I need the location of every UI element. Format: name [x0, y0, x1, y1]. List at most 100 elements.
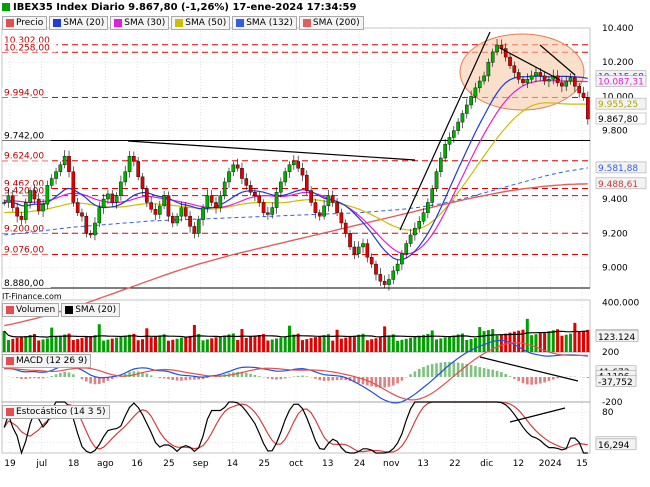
volume-bar: [409, 338, 412, 352]
volume-bar: [374, 338, 377, 352]
volume-bar: [578, 332, 581, 352]
macd-histogram-bar: [89, 377, 92, 384]
candle-body: [418, 221, 421, 228]
macd-histogram-bar: [362, 377, 365, 384]
volume-bar: [465, 340, 468, 352]
macd-histogram-bar: [323, 377, 326, 381]
volume-bar: [63, 335, 66, 352]
legend-swatch: [175, 19, 183, 27]
volume-legend: Volumen SMA (20): [2, 303, 120, 317]
level-label: 9.420,00: [4, 187, 44, 197]
volume-bar: [396, 341, 399, 352]
candle-body: [495, 45, 498, 52]
volume-bar: [180, 338, 183, 352]
legend-item[interactable]: SMA (200): [299, 16, 364, 30]
candle-body: [3, 202, 6, 203]
macd-histogram-bar: [522, 377, 525, 383]
value-label: 9.955,25: [598, 100, 638, 110]
volume-bar: [474, 338, 477, 352]
volume-bar: [305, 339, 308, 352]
candle-body: [335, 202, 338, 212]
macd-histogram-bar: [392, 377, 395, 386]
x-tick-label: 12: [513, 459, 524, 469]
volume-bar: [236, 340, 239, 352]
macd-legend: MACD (12 26 9): [2, 354, 91, 368]
candle-body: [534, 72, 537, 75]
legend-label: MACD (12 26 9): [16, 356, 87, 366]
legend-swatch: [65, 306, 73, 314]
volume-bar: [210, 338, 213, 352]
volume-bar: [171, 340, 174, 352]
stoch-y-tick: 80: [602, 408, 614, 418]
candle-body: [508, 57, 511, 66]
level-label: 8.880,00: [4, 279, 44, 289]
legend-item[interactable]: SMA (20): [61, 303, 120, 317]
macd-histogram-bar: [159, 377, 162, 378]
legend-item[interactable]: Volumen: [2, 303, 59, 317]
macd-histogram-bar: [293, 376, 296, 377]
volume-y-tick: 400.000: [602, 298, 639, 308]
legend-label: Volumen: [16, 305, 55, 315]
x-tick-label: sep: [193, 459, 209, 469]
macd-histogram-bar: [68, 372, 71, 377]
candle-body: [20, 216, 23, 219]
macd-histogram-bar: [249, 374, 252, 377]
candle-body: [236, 165, 239, 168]
legend-item[interactable]: SMA (20): [49, 16, 108, 30]
candle-body: [98, 208, 101, 223]
macd-histogram-bar: [457, 363, 460, 377]
macd-histogram-bar: [535, 377, 538, 384]
candle-body: [132, 156, 135, 161]
candle-body: [392, 271, 395, 280]
volume-bar: [552, 330, 555, 352]
app-icon: [2, 3, 10, 11]
volume-bar: [418, 336, 421, 352]
volume-bar: [387, 335, 390, 352]
volume-bar: [3, 331, 6, 352]
macd-histogram-bar: [318, 377, 321, 380]
volume-bar: [288, 326, 291, 352]
macd-y-tick: -200: [602, 398, 623, 408]
candle-body: [578, 86, 581, 93]
legend-item[interactable]: Estocástico (14 3 5): [2, 405, 110, 419]
volume-bar: [167, 341, 170, 352]
volume-bar: [349, 337, 352, 352]
volume-bar: [292, 335, 295, 352]
volume-bar: [435, 339, 438, 352]
macd-histogram-bar: [513, 377, 516, 379]
legend-item[interactable]: Precio: [2, 16, 47, 30]
legend-item[interactable]: SMA (30): [110, 16, 169, 30]
volume-bar: [7, 340, 10, 352]
macd-histogram-bar: [543, 377, 546, 383]
y-tick-label: 9.200: [602, 229, 628, 239]
macd-histogram-bar: [236, 372, 239, 377]
candle-body: [513, 66, 516, 73]
x-tick-label: 25: [163, 459, 174, 469]
candle-body: [379, 274, 382, 281]
volume-bar: [344, 338, 347, 352]
macd-histogram-bar: [167, 377, 170, 379]
macd-histogram-bar: [409, 374, 412, 377]
macd-histogram-bar: [396, 377, 399, 383]
volume-bar: [565, 335, 568, 352]
volume-bar: [163, 334, 166, 352]
macd-histogram-bar: [254, 375, 257, 377]
volume-bar: [154, 336, 157, 352]
candle-body: [573, 78, 576, 87]
legend-item[interactable]: SMA (50): [171, 16, 230, 30]
volume-bar: [55, 337, 58, 352]
level-label: 9.742,00: [4, 132, 44, 142]
legend-swatch: [6, 408, 14, 416]
legend-label: SMA (20): [63, 18, 104, 28]
legend-item[interactable]: MACD (12 26 9): [2, 354, 91, 368]
macd-histogram-bar: [383, 377, 386, 388]
macd-histogram-bar: [37, 377, 40, 379]
volume-bar: [452, 335, 455, 352]
legend-item[interactable]: SMA (132): [232, 16, 297, 30]
macd-histogram-bar: [85, 377, 88, 381]
candle-body: [292, 161, 295, 164]
macd-histogram-bar: [440, 363, 443, 377]
title-text: IBEX35 Index Diario 9.867,80 (-1,26%) 17…: [13, 2, 356, 13]
x-tick-label: oct: [289, 459, 303, 469]
volume-bar: [253, 336, 256, 352]
